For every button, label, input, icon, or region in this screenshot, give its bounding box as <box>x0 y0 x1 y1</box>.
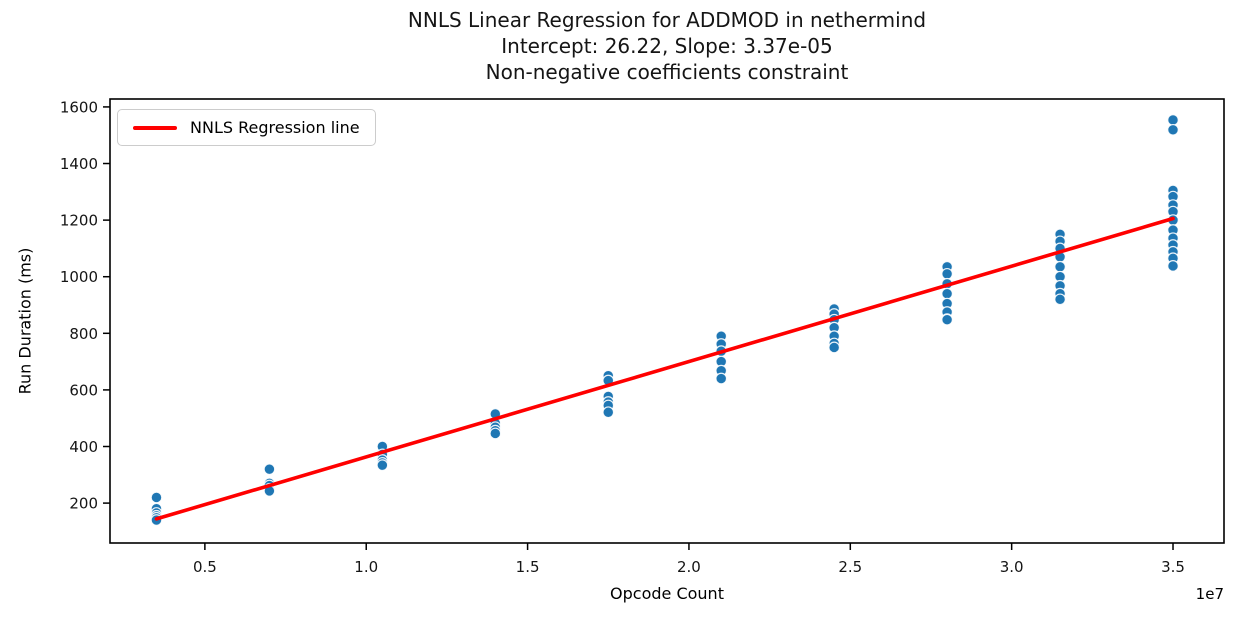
scatter-point <box>1054 260 1066 273</box>
x-tick-label: 3.5 <box>1161 558 1185 576</box>
y-tick-label: 800 <box>69 325 98 343</box>
y-tick-label: 1000 <box>60 268 98 286</box>
chart-subtitle-constraint: Non-negative coefficients constraint <box>485 60 849 84</box>
regression-line-swatch <box>133 125 177 130</box>
legend: NNLS Regression line <box>117 109 376 146</box>
scatter-point <box>1054 293 1066 306</box>
scatter-point <box>1167 260 1179 272</box>
x-tick-label: 1.0 <box>354 558 378 576</box>
y-tick-label: 1200 <box>60 212 98 230</box>
scatter-point <box>489 427 502 440</box>
chart-title: NNLS Linear Regression for ADDMOD in net… <box>407 8 927 32</box>
x-tick-label: 2.5 <box>838 558 862 576</box>
legend-label: NNLS Regression line <box>190 118 360 137</box>
scatter-point <box>150 491 163 504</box>
scatter-point <box>715 372 728 385</box>
x-tick-label: 1.5 <box>516 558 540 576</box>
y-tick-label: 1600 <box>60 98 98 116</box>
title-block: NNLS Linear Regression for ADDMOD in net… <box>110 7 1224 85</box>
scatter-point <box>941 313 954 326</box>
x-tick-label: 2.0 <box>677 558 701 576</box>
axes-spines <box>109 98 1225 544</box>
x-axis-label: Opcode Count <box>610 584 724 603</box>
scatter-point <box>941 287 954 300</box>
y-axis-label: Run Duration (ms) <box>15 247 35 395</box>
scatter-point <box>263 463 276 476</box>
x-tick-label: 0.5 <box>193 558 217 576</box>
scatter-point <box>376 459 389 472</box>
y-tick-label: 400 <box>69 438 98 456</box>
scatter-point <box>941 267 954 280</box>
scatter-point <box>828 341 841 354</box>
y-tick-label: 200 <box>69 495 98 513</box>
scatter-point <box>602 406 615 419</box>
regression-line <box>154 216 1175 521</box>
x-tick-label: 3.0 <box>1000 558 1024 576</box>
y-tick-label: 600 <box>69 381 98 399</box>
chart-subtitle-coefficients: Intercept: 26.22, Slope: 3.37e-05 <box>501 34 833 58</box>
y-tick-label: 1400 <box>60 155 98 173</box>
x-axis-offset-label: 1e7 <box>1195 585 1224 603</box>
scatter-point <box>1167 114 1179 126</box>
scatter-point <box>1167 123 1179 136</box>
